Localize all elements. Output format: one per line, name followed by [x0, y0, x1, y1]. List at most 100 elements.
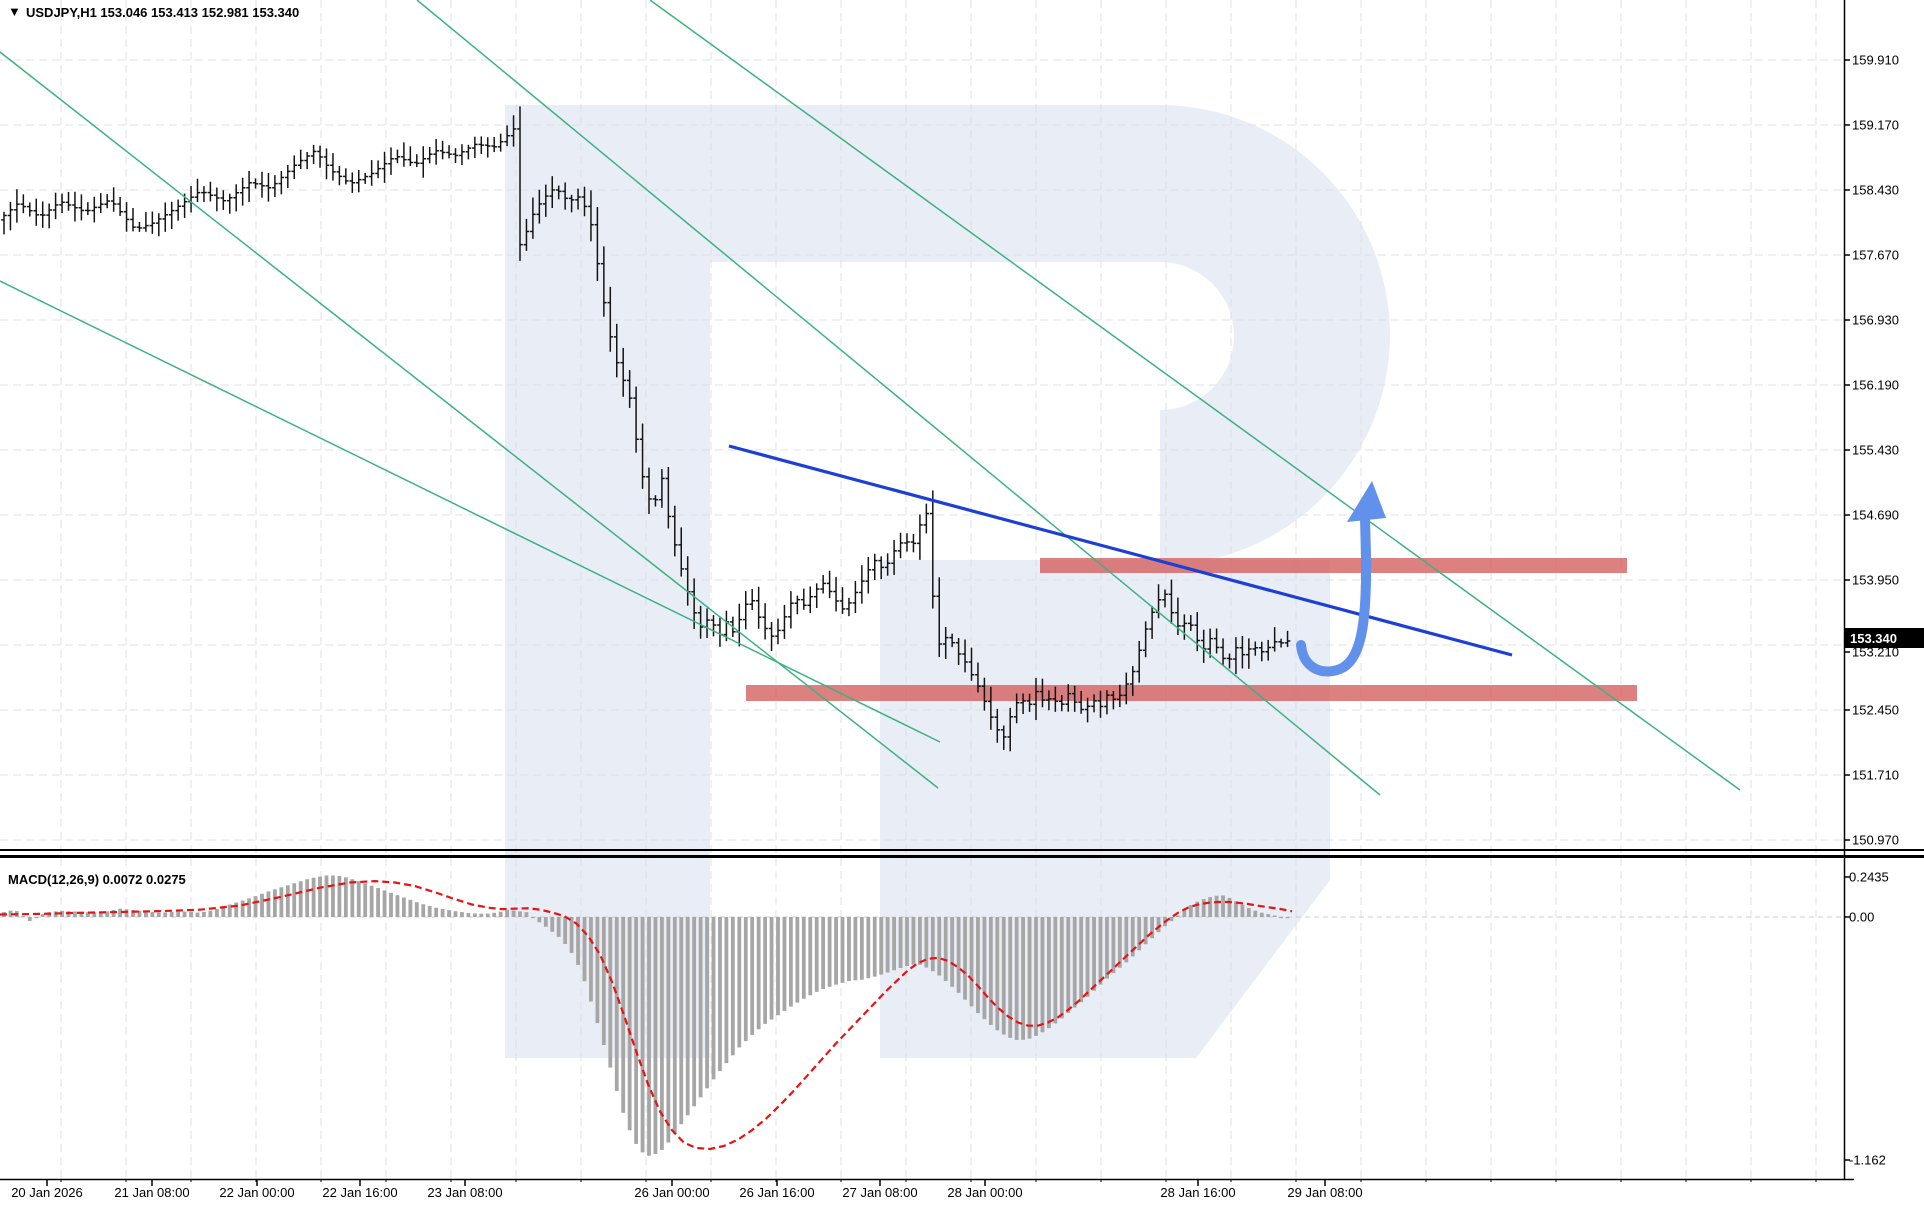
macd-histogram-bar	[421, 904, 426, 917]
macd-histogram-bar	[737, 917, 742, 1048]
macd-histogram-bar	[285, 885, 290, 917]
macd-histogram-bar	[34, 917, 39, 919]
macd-histogram-bar	[453, 911, 458, 917]
macd-histogram-bar	[1085, 917, 1090, 997]
macd-histogram-bar	[73, 911, 77, 917]
macd-histogram-bar	[595, 917, 600, 1024]
price-axis-label: 153.950	[1852, 573, 1899, 588]
macd-histogram-bar	[343, 877, 348, 917]
price-axis-label: 156.190	[1852, 378, 1899, 393]
up-arrow-annotation[interactable]	[1296, 481, 1386, 677]
macd-histogram-bar	[331, 875, 335, 917]
macd-histogram-bar	[1098, 917, 1103, 985]
macd-histogram-bar	[614, 917, 619, 1091]
macd-histogram-bar	[537, 917, 542, 923]
macd-histogram-bar	[98, 912, 103, 917]
symbol-dropdown-icon[interactable]: ▼	[8, 4, 21, 19]
macd-histogram-bar	[1240, 904, 1245, 917]
macd-histogram-bar	[1272, 915, 1277, 917]
macd-histogram-bar	[1053, 917, 1058, 1024]
macd-histogram-bar	[982, 917, 987, 1020]
macd-histogram-bar	[318, 876, 322, 917]
watermark-top-bar	[710, 105, 1160, 262]
macd-histogram-bar	[479, 913, 484, 917]
macd-histogram-bar	[324, 875, 329, 917]
macd-histogram-bar	[27, 917, 32, 922]
macd-histogram-bar	[963, 917, 967, 1000]
macd-histogram-bar	[898, 917, 903, 969]
macd-histogram-bar	[311, 877, 316, 917]
macd-histogram-bar	[150, 912, 155, 917]
price-axis-label: 153.210	[1852, 645, 1899, 660]
macd-histogram-bar	[111, 909, 116, 917]
macd-histogram-bar	[189, 912, 193, 917]
macd-histogram-bar	[1156, 917, 1161, 933]
macd-histogram-bar	[21, 916, 26, 918]
macd-histogram-bar	[169, 911, 174, 917]
macd-histogram-bar	[227, 904, 232, 917]
macd-histogram-bar	[1266, 914, 1271, 917]
macd-histogram-bar	[234, 902, 239, 917]
macd-histogram-bar	[266, 891, 271, 917]
macd-histogram-bar	[685, 917, 690, 1116]
macd-histogram-bar	[408, 899, 413, 917]
trendline-objects[interactable]	[0, 0, 1741, 796]
macd-histogram-bar	[1066, 917, 1071, 1013]
macd-indicator-label[interactable]: MACD(12,26,9) 0.0072 0.0275	[8, 872, 186, 887]
macd-histogram-bar	[556, 917, 561, 937]
macd-histogram-bar	[988, 917, 993, 1025]
macd-histogram-bar	[208, 910, 213, 917]
macd-histogram-bar	[1027, 917, 1032, 1039]
macd-histogram-bar	[801, 917, 806, 999]
price-axis-label: 155.430	[1852, 443, 1899, 458]
macd-histogram-bar	[221, 906, 226, 917]
macd-histogram-bar	[414, 902, 419, 917]
macd-histogram-bar	[505, 909, 509, 917]
macd-histogram-bar	[240, 900, 245, 917]
macd-histogram-bar	[808, 917, 813, 996]
macd-histogram-bar	[601, 917, 606, 1046]
watermark-bowl	[1160, 105, 1390, 565]
macd-histogram-bar	[892, 917, 896, 971]
macd-histogram-bar	[247, 898, 251, 917]
time-axis-label: 29 Jan 08:00	[1287, 1185, 1362, 1200]
macd-histogram-bar	[498, 911, 503, 917]
macd-axis-label: 0.2435	[1849, 870, 1889, 885]
macd-histogram-bar	[434, 907, 439, 917]
macd-histogram-bar	[750, 917, 755, 1035]
macd-histogram-bar	[118, 908, 122, 917]
macd-histogram-bar	[427, 906, 432, 917]
price-axis-label: 156.930	[1852, 313, 1899, 328]
macd-pane	[0, 875, 1844, 1156]
macd-histogram-bar	[1117, 917, 1122, 968]
macd-histogram-bar	[1072, 917, 1077, 1008]
blue-trendline	[728, 444, 1513, 657]
macd-histogram-bar	[1253, 910, 1258, 917]
macd-histogram-bar	[1259, 912, 1264, 917]
current-price-badge: 153.340	[1845, 628, 1924, 648]
time-axis-label: 21 Jan 08:00	[114, 1185, 189, 1200]
time-axis-label: 22 Jan 16:00	[322, 1185, 397, 1200]
macd-histogram-bar	[279, 887, 284, 917]
time-axis-label: 23 Jan 08:00	[427, 1185, 502, 1200]
macd-histogram-bar	[672, 917, 677, 1134]
time-axis-label: 28 Jan 00:00	[947, 1185, 1022, 1200]
macd-histogram-bar	[692, 917, 697, 1107]
macd-histogram-bar	[79, 911, 84, 917]
macd-histogram-bar	[621, 917, 626, 1113]
macd-histogram-bar	[485, 913, 490, 917]
macd-histogram-bar	[382, 890, 387, 917]
macd-histogram-bar	[834, 917, 838, 985]
macd-histogram-bar	[550, 917, 555, 932]
macd-histogram-bar	[956, 917, 961, 993]
time-axis-label: 28 Jan 16:00	[1160, 1185, 1235, 1200]
green-trendline	[649, 0, 1741, 791]
macd-histogram-bar	[1111, 917, 1116, 974]
price-axis-label: 158.430	[1852, 183, 1899, 198]
macd-histogram-bar	[176, 911, 181, 917]
price-axis-label: 150.970	[1852, 833, 1899, 848]
axis-labels[interactable]: 159.910 159.170 158.430 157.670 156.930 156.1…	[11, 53, 1899, 1201]
up-arrow-shaft	[1296, 513, 1372, 677]
